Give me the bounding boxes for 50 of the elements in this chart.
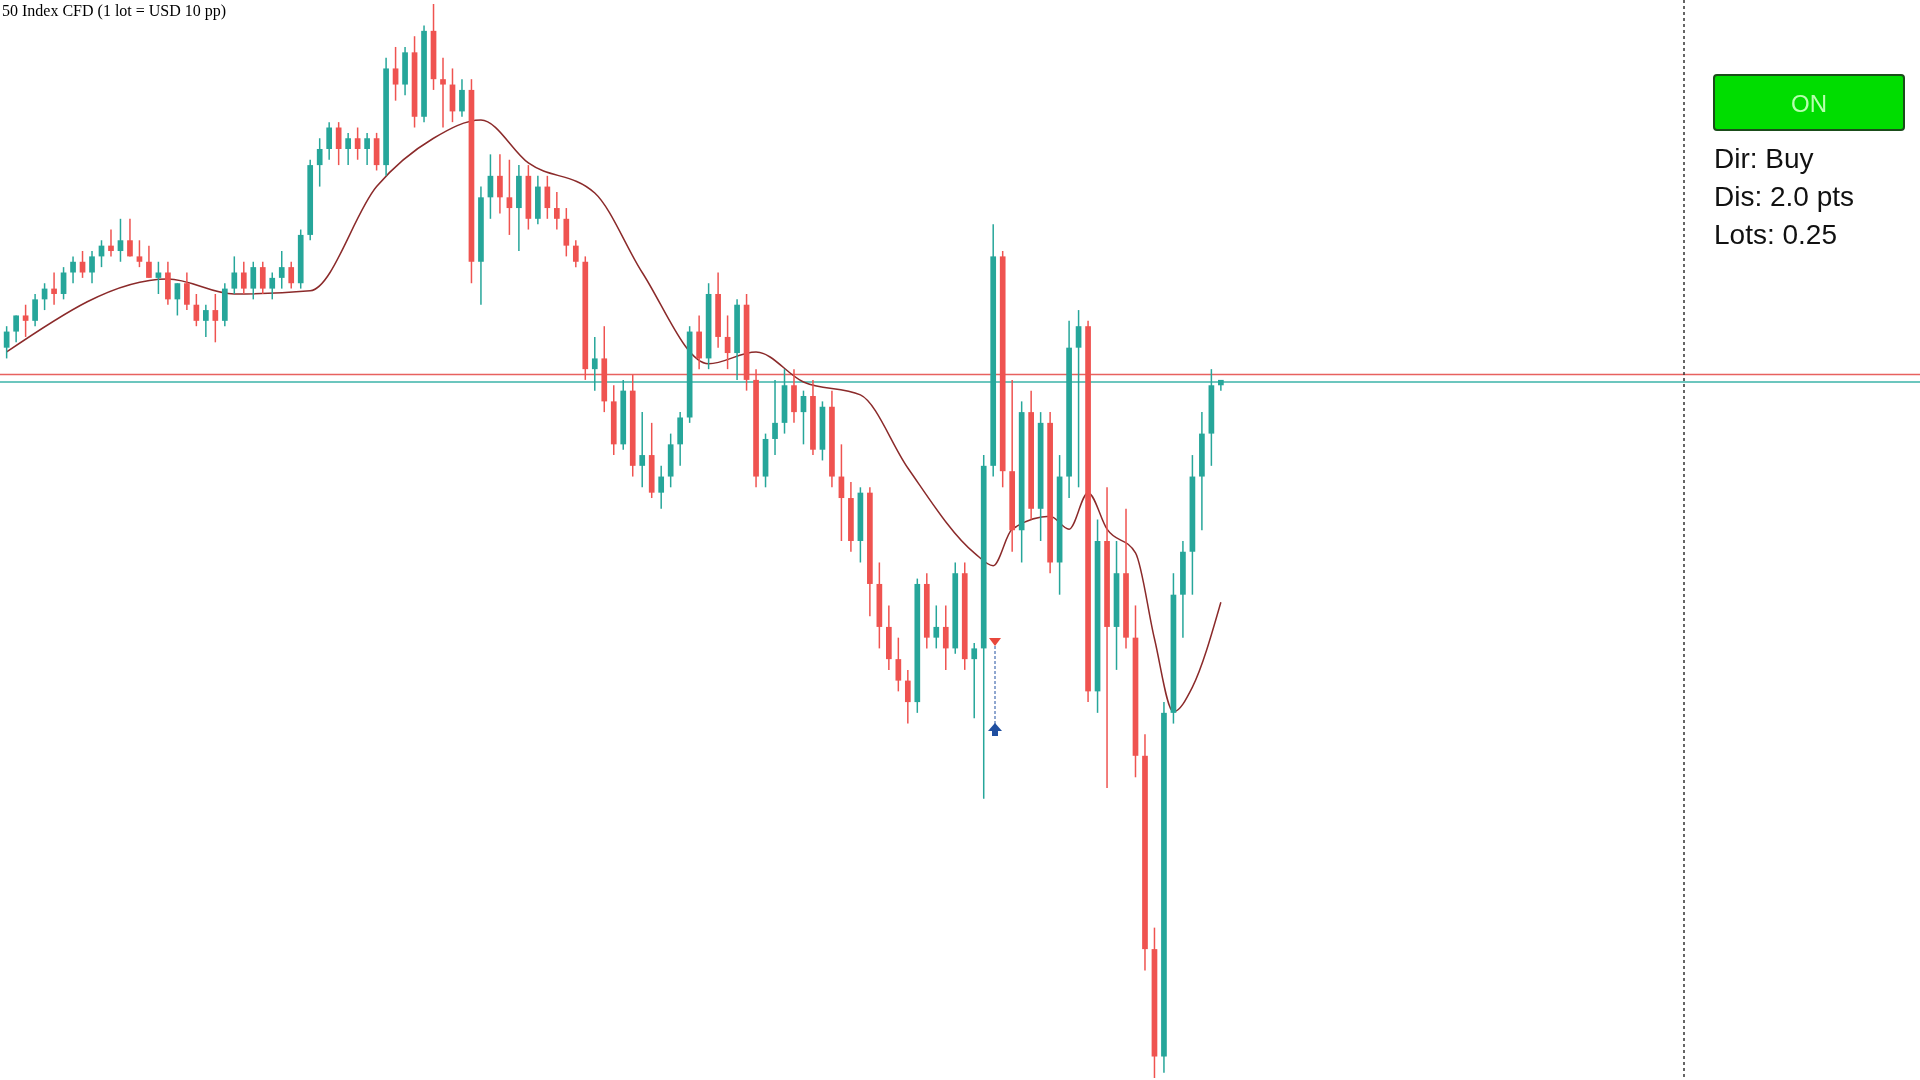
- candlestick: [335, 121, 342, 166]
- candlestick: [108, 228, 114, 258]
- candlestick: [316, 137, 323, 188]
- candlestick: [70, 255, 76, 284]
- candlestick: [269, 271, 276, 301]
- candlestick: [971, 642, 978, 719]
- candlestick: [459, 78, 465, 118]
- candlestick: [146, 244, 152, 279]
- candlestick: [326, 121, 333, 161]
- candlestick: [933, 604, 940, 650]
- candlestick: [904, 669, 911, 725]
- candlestick: [89, 250, 95, 284]
- annotation: ON: [1791, 90, 1827, 117]
- candlestick: [212, 293, 219, 344]
- candlestick: [345, 132, 351, 166]
- candlestick: [942, 604, 949, 671]
- candlestick: [259, 261, 266, 295]
- candlestick: [127, 218, 133, 258]
- candlestick: [354, 126, 361, 161]
- candlestick: [32, 293, 38, 327]
- candlestick: [250, 261, 257, 301]
- candlestick: [203, 303, 209, 338]
- candlestick: [51, 271, 57, 306]
- candlestick: [639, 411, 646, 489]
- annotation: Dis: 2.0 pts: [1714, 181, 1855, 212]
- candlestick: [231, 255, 238, 295]
- candlestick: [440, 56, 446, 129]
- candlestick: [184, 271, 190, 311]
- candlestick: [1075, 309, 1082, 489]
- candlestick: [572, 239, 579, 268]
- chart-title: 50 Index CFD (1 lot = USD 10 pp): [2, 2, 227, 20]
- candlestick: [497, 153, 503, 215]
- annotation: Lots: 0.25: [1714, 219, 1837, 250]
- candlestick: [591, 336, 598, 392]
- candlestick: [278, 250, 285, 290]
- candlestick: [288, 261, 295, 290]
- candlestick: [117, 218, 124, 263]
- annotation: Dir: Buy: [1714, 143, 1814, 174]
- candlestick: [392, 46, 399, 102]
- candlestick: [13, 314, 19, 344]
- candlestick: [553, 191, 560, 231]
- candlestick: [658, 465, 665, 510]
- candlestick: [79, 250, 86, 279]
- candlestick: [364, 132, 370, 166]
- candlestick: [772, 379, 778, 456]
- candlestick: [895, 636, 902, 693]
- candlestick: [506, 158, 513, 236]
- candlestick: [22, 303, 29, 338]
- candlestick: [136, 239, 143, 268]
- candlestick: [240, 261, 247, 295]
